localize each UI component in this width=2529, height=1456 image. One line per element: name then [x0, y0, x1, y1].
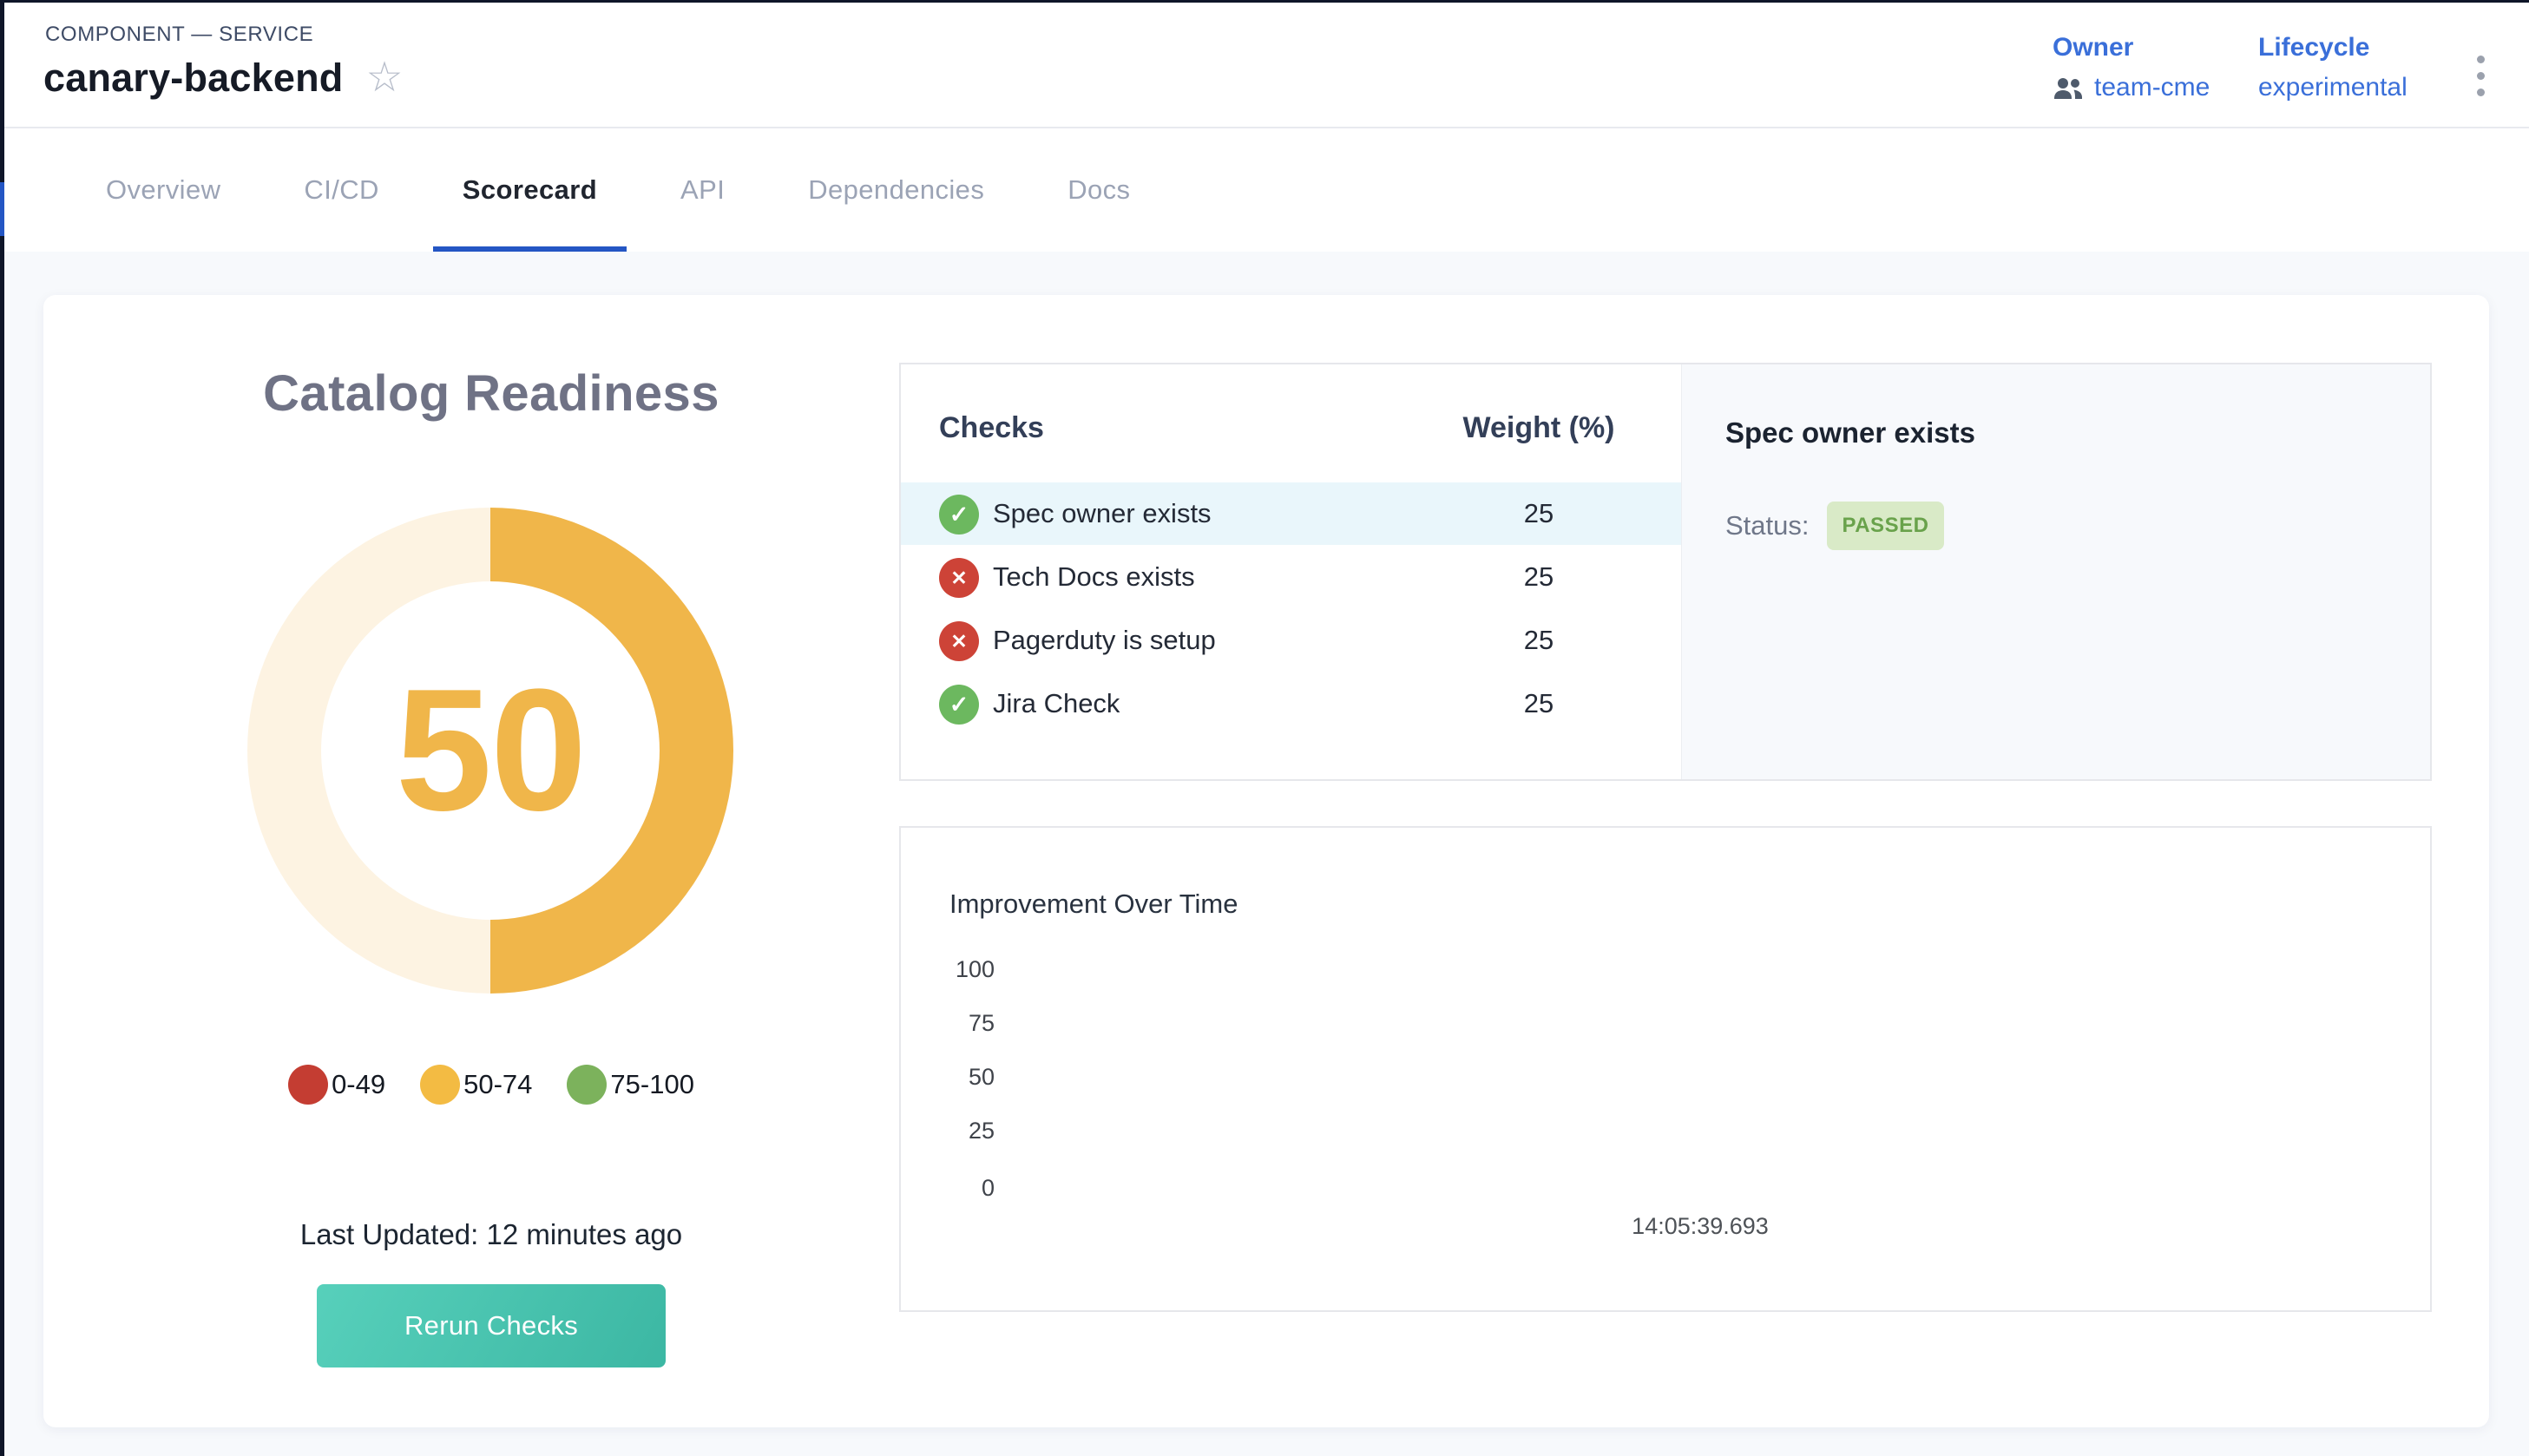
favorite-star-icon[interactable]: ☆	[365, 55, 404, 101]
improvement-chart-card: Improvement Over Time 100 75 50 25 0 14:…	[899, 826, 2432, 1312]
content-area: Catalog Readiness 50 0-49 50-74 75-100 L…	[0, 252, 2529, 1456]
status-label: Status:	[1725, 510, 1810, 541]
status-badge: PASSED	[1826, 502, 1945, 550]
lifecycle-label: Lifecycle	[2258, 33, 2370, 62]
legend-label: 50-74	[463, 1069, 533, 1099]
tab-docs[interactable]: Docs	[1067, 174, 1131, 205]
check-detail-panel: Spec owner exists Status: PASSED	[1681, 364, 2430, 779]
legend-label: 0-49	[332, 1069, 386, 1099]
y-axis-tick: 50	[968, 1064, 995, 1090]
check-status-row: Status: PASSED	[1725, 502, 1945, 550]
tab-api[interactable]: API	[680, 174, 726, 205]
check-row-jira[interactable]: Jira Check 25	[901, 672, 1681, 735]
check-circle-icon	[939, 495, 979, 535]
last-updated-text: Last Updated: 12 minutes ago	[299, 1218, 683, 1250]
check-circle-icon	[939, 685, 979, 725]
score-value: 50	[395, 653, 587, 847]
tab-cicd[interactable]: CI/CD	[304, 174, 379, 205]
check-name: Pagerduty is setup	[993, 625, 1216, 655]
check-name: Tech Docs exists	[993, 561, 1195, 592]
check-weight: 25	[1523, 561, 1554, 592]
tab-dependencies[interactable]: Dependencies	[808, 174, 985, 205]
window-left-edge	[0, 0, 4, 1456]
lifecycle-block: Lifecycle experimental	[2258, 33, 2407, 102]
legend-swatch-red	[288, 1065, 329, 1105]
check-detail-title: Spec owner exists	[1725, 416, 1975, 449]
legend-swatch-green	[567, 1065, 608, 1105]
score-legend: 0-49 50-74 75-100	[101, 1062, 882, 1107]
check-row-spec-owner[interactable]: Spec owner exists 25	[901, 482, 1681, 545]
owner-block: Owner team-cme	[2053, 33, 2210, 102]
y-axis-tick: 0	[981, 1175, 995, 1201]
left-edge-accent-strip	[0, 182, 4, 236]
score-gauge-hole: 50	[321, 581, 660, 920]
legend-label: 75-100	[610, 1069, 694, 1099]
score-gauge: 50	[247, 508, 733, 994]
check-weight: 25	[1523, 498, 1554, 528]
legend-item-high: 75-100	[567, 1065, 694, 1105]
lifecycle-value: experimental	[2258, 73, 2407, 102]
window-top-edge	[0, 0, 2529, 3]
check-name: Spec owner exists	[993, 498, 1212, 528]
chart-title: Improvement Over Time	[949, 889, 1238, 919]
header-divider	[0, 127, 2529, 128]
legend-item-mid: 50-74	[420, 1065, 532, 1105]
checks-column-header: Checks	[939, 411, 1044, 444]
owner-link[interactable]: team-cme	[2094, 73, 2210, 102]
legend-swatch-yellow	[420, 1065, 461, 1105]
team-icon	[2053, 75, 2084, 100]
scorecard-title: Catalog Readiness	[263, 365, 719, 422]
weight-column-header: Weight (%)	[1462, 411, 1615, 444]
tab-scorecard[interactable]: Scorecard	[432, 128, 627, 252]
check-weight: 25	[1523, 688, 1554, 718]
y-axis-tick: 25	[968, 1118, 995, 1144]
scorecard-card: Catalog Readiness 50 0-49 50-74 75-100 L…	[43, 295, 2489, 1427]
check-row-pagerduty[interactable]: Pagerduty is setup 25	[901, 609, 1681, 672]
page-title: canary-backend	[43, 56, 344, 100]
x-circle-icon	[939, 621, 979, 661]
kebab-menu-icon[interactable]	[2473, 52, 2488, 100]
x-axis-tick: 14:05:39.693	[1632, 1213, 1769, 1239]
x-circle-icon	[939, 558, 979, 598]
owner-label: Owner	[2053, 33, 2134, 62]
breadcrumb: COMPONENT — SERVICE	[45, 23, 314, 46]
check-row-tech-docs[interactable]: Tech Docs exists 25	[901, 546, 1681, 608]
entity-tabbar: Overview CI/CD Scorecard API Dependencie…	[0, 128, 2529, 252]
rerun-checks-button[interactable]: Rerun Checks	[317, 1284, 666, 1367]
checks-panel: Checks Weight (%) Spec owner exists 25 T…	[899, 363, 2432, 781]
check-name: Jira Check	[993, 688, 1120, 718]
entity-header: COMPONENT — SERVICE canary-backend ☆ Own…	[0, 0, 2529, 127]
check-weight: 25	[1523, 625, 1554, 655]
y-axis-tick: 100	[955, 956, 995, 982]
y-axis-tick: 75	[968, 1010, 995, 1036]
legend-item-low: 0-49	[288, 1065, 385, 1105]
tab-overview[interactable]: Overview	[106, 174, 221, 205]
entity-title-row: canary-backend ☆	[43, 56, 404, 101]
chart-plot-area	[1014, 958, 2385, 1192]
